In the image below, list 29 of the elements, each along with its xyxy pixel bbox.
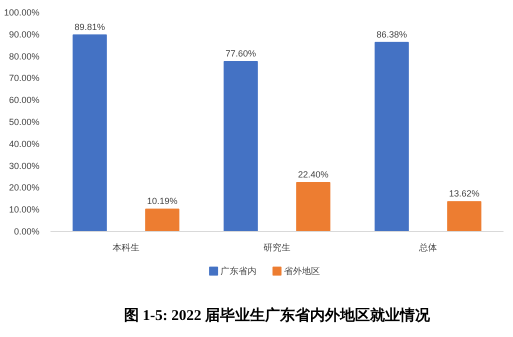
y-tick-label: 70.00% — [8, 73, 40, 84]
y-tick-label: 90.00% — [8, 29, 40, 40]
bar — [224, 61, 258, 232]
data-label: 86.38% — [376, 29, 408, 40]
bar — [145, 208, 180, 232]
data-label: 10.19% — [146, 196, 178, 206]
data-label: 22.40% — [298, 169, 329, 180]
bar — [296, 182, 330, 232]
y-tick-label: 30.00% — [8, 160, 40, 171]
y-tick-label: 60.00% — [8, 95, 40, 106]
text: 图 1-5: 2022 届毕业生广东省内外地区就业情况 — [124, 306, 432, 324]
y-tick-label: 50.00% — [8, 117, 40, 127]
data-label: 13.62% — [448, 188, 480, 199]
bar — [374, 42, 409, 232]
data-label: 77.60% — [226, 48, 256, 59]
y-tick-label: 80.00% — [8, 51, 40, 62]
x-tick-label: 本科生 — [112, 242, 140, 252]
y-tick-label: 0.00% — [14, 226, 40, 236]
y-tick-label: 100.00% — [4, 8, 40, 18]
y-tick-label: 10.00% — [8, 204, 40, 215]
bar — [72, 34, 107, 232]
legend-label: 省外地区 — [284, 266, 320, 276]
y-tick-label: 20.00% — [8, 182, 40, 193]
bar — [447, 201, 482, 232]
y-tick-label: 40.00% — [8, 138, 40, 149]
data-label: 89.81% — [74, 22, 106, 32]
legend-label: 广东省内 — [220, 266, 257, 276]
x-tick-label: 总体 — [418, 242, 437, 252]
x-tick-label: 研究生 — [264, 242, 290, 252]
